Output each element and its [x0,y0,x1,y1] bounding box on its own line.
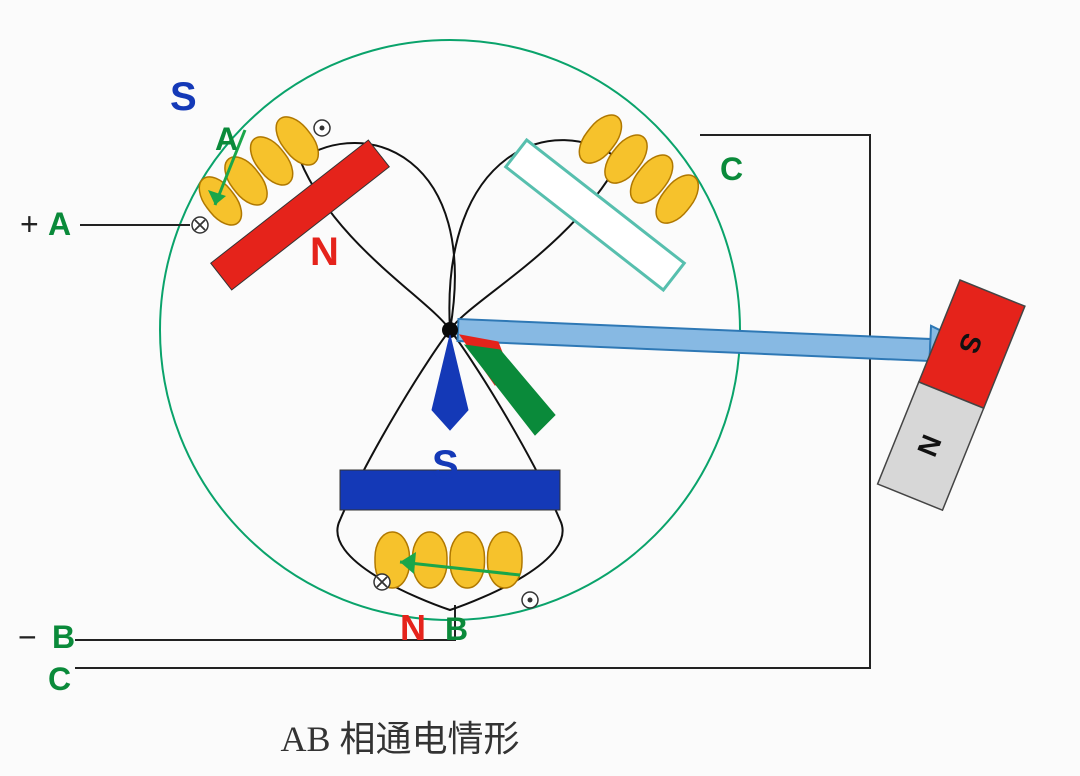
label-S-0: S [170,75,197,119]
label-B-10: B [52,619,75,655]
label-N-5: N [400,607,426,648]
label-+-7: + [20,206,39,242]
label-B-6: B [445,611,468,647]
label-C-11: C [48,661,71,697]
label-A-8: A [48,206,71,242]
motor-diagram: SNSANCSNB+A−BC [0,0,1080,776]
label-−-9: − [18,619,37,655]
label-A-1: A [215,121,238,157]
label-N-2: N [310,230,339,274]
label-C-3: C [720,151,743,187]
label-S-4: S [432,443,459,487]
diagram-caption: AB 相通电情形 [0,710,800,762]
